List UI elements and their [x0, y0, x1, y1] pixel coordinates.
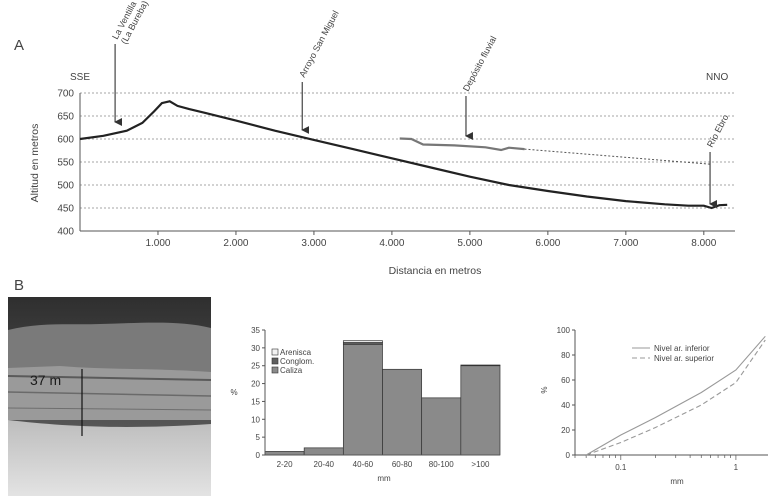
histogram-x-tick-label: 80-100	[429, 460, 454, 469]
panel-b-letter: B	[14, 277, 24, 294]
histogram-bar	[342, 343, 383, 456]
corner-label-left: SSE	[70, 72, 90, 83]
projection-dotted-line	[524, 148, 712, 165]
histogram-bar	[460, 364, 501, 367]
profile-x-tick-label: 3.000	[301, 238, 326, 249]
histogram-legend-label: Conglom.	[280, 357, 314, 366]
profile-x-tick-label: 8.000	[691, 238, 716, 249]
photo-strata-line	[7, 375, 212, 381]
histogram-y-tick-label: 25	[251, 362, 260, 371]
histogram-y-tick-label: 15	[251, 397, 260, 406]
histogram-x-tick-label: 40-60	[353, 460, 374, 469]
profile-y-tick-label: 500	[57, 181, 74, 192]
corner-label-right: NNO	[706, 72, 728, 83]
photo-far-ridge	[8, 322, 211, 372]
histogram-y-tick-label: 5	[256, 433, 261, 442]
profile-y-tick-label: 600	[57, 135, 74, 146]
histogram-legend-label: Arenisca	[280, 348, 312, 357]
grain-size-histogram: % mm 0 5 10 15 20 25 30 35 2-20 20-40 40-60 60-80 80…	[230, 326, 501, 483]
cumulative-y-tick-label: 20	[561, 426, 570, 435]
profile-annotation-label: La Ventilla(La Bureba)	[110, 0, 150, 46]
profile-y-axis-title: Altitud en metros	[29, 124, 41, 203]
profile-chart: SSE NNO Altitud en metros Distancia en m…	[29, 0, 735, 277]
cumulative-y-tick-label: 40	[561, 401, 570, 410]
profile-annotation-label: Río Ebro	[705, 113, 731, 149]
profile-x-tick-label: 4.000	[379, 238, 404, 249]
profile-y-tick-label: 550	[57, 158, 74, 169]
photo-strata-line	[7, 391, 212, 397]
histogram-legend-swatch	[271, 357, 279, 365]
profile-annotation-label: Arroyo San Miguel	[297, 9, 341, 79]
cumulative-y-tick-label: 80	[561, 351, 570, 360]
photo-foreground	[8, 420, 211, 496]
cumulative-x-tick-label: 1	[734, 463, 739, 472]
histogram-x-axis-title: mm	[377, 474, 391, 483]
cumulative-legend-label: Nivel ar. superior	[654, 354, 714, 363]
cumulative-y-tick-label: 0	[566, 451, 571, 460]
profile-y-tick-label: 700	[57, 89, 74, 100]
histogram-bar	[421, 397, 462, 456]
cumulative-line-upper	[586, 339, 766, 456]
profile-x-tick-label: 2.000	[223, 238, 248, 249]
profile-x-tick-label: 6.000	[535, 238, 560, 249]
cumulative-y-tick-label: 60	[561, 376, 570, 385]
profile-x-tick-label: 5.000	[457, 238, 482, 249]
histogram-bar	[460, 365, 501, 456]
profile-x-tick-label: 7.000	[613, 238, 638, 249]
cumulative-legend-label: Nivel ar. inferior	[654, 344, 710, 353]
histogram-y-tick-label: 30	[251, 344, 260, 353]
photo-scale-label: 37 m	[30, 372, 61, 388]
histogram-bar	[303, 447, 344, 456]
cumulative-y-axis-title: %	[540, 386, 549, 393]
histogram-x-tick-label: 60-80	[392, 460, 413, 469]
cumulative-x-tick-label: 0.1	[615, 463, 627, 472]
profile-x-axis-title: Distancia en metros	[389, 265, 482, 277]
histogram-x-tick-label: 20-40	[314, 460, 335, 469]
histogram-bar	[382, 368, 423, 456]
fluvial-deposit-line	[399, 137, 525, 152]
outcrop-photo: 37 m	[7, 297, 212, 496]
histogram-bar	[342, 340, 383, 343]
histogram-x-tick-label: >100	[471, 460, 490, 469]
histogram-x-tick-label: 2-20	[277, 460, 294, 469]
profile-main-line	[79, 100, 728, 210]
histogram-y-axis-title: %	[230, 388, 237, 397]
cumulative-curve-chart: % mm 0 20 40 60 80 100 0.1 1 Nivel ar. inferiorN…	[540, 326, 768, 486]
histogram-bar	[264, 451, 305, 456]
profile-y-tick-label: 450	[57, 204, 74, 215]
cumulative-x-axis-title: mm	[670, 477, 684, 486]
histogram-y-tick-label: 0	[256, 451, 261, 460]
cumulative-y-tick-label: 100	[557, 326, 571, 335]
profile-annotation-label: Depósito fluvial	[461, 34, 498, 93]
profile-x-tick-label: 1.000	[145, 238, 170, 249]
profile-y-tick-label: 650	[57, 112, 74, 123]
histogram-y-tick-label: 10	[251, 415, 260, 424]
profile-y-tick-label: 400	[57, 227, 74, 238]
histogram-y-tick-label: 20	[251, 380, 260, 389]
histogram-legend-label: Caliza	[280, 366, 303, 375]
histogram-y-tick-label: 35	[251, 326, 260, 335]
photo-strata-line	[7, 407, 212, 411]
histogram-legend-swatch	[271, 366, 279, 374]
panel-a-letter: A	[14, 37, 24, 54]
cumulative-line-lower	[585, 335, 766, 456]
histogram-legend-swatch	[271, 348, 279, 356]
